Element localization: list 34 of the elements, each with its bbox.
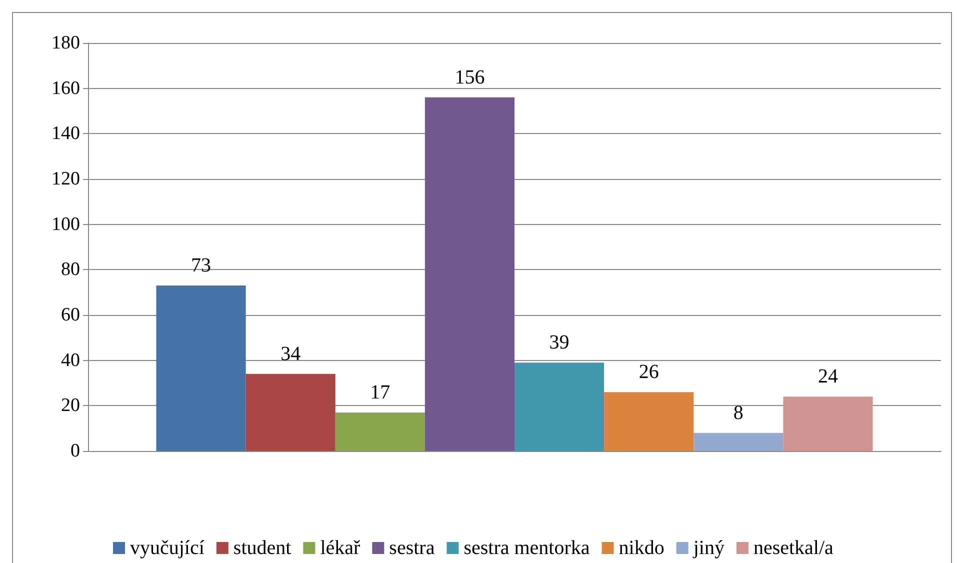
data-label: 73 bbox=[191, 254, 212, 277]
data-label: 24 bbox=[818, 366, 838, 388]
legend-label: student bbox=[233, 537, 292, 559]
y-tick-label: 180 bbox=[52, 32, 80, 54]
y-tick-label: 60 bbox=[61, 304, 80, 326]
bar bbox=[783, 396, 873, 451]
legend-label: jiný bbox=[692, 537, 724, 559]
y-tick-label: 100 bbox=[52, 214, 80, 235]
legend-label: nikdo bbox=[618, 537, 664, 559]
legend-label: sestra mentorka bbox=[464, 537, 590, 559]
y-tick-label: 160 bbox=[52, 78, 80, 99]
bar bbox=[335, 412, 425, 451]
data-label: 156 bbox=[454, 66, 485, 88]
data-label: 8 bbox=[733, 402, 744, 424]
y-tick-label: 80 bbox=[61, 259, 80, 280]
y-tick-label: 0 bbox=[70, 440, 80, 462]
y-tick-label: 40 bbox=[61, 350, 80, 371]
data-label: 34 bbox=[280, 342, 301, 365]
legend-label: lékař bbox=[320, 537, 361, 559]
bar bbox=[694, 432, 784, 451]
bar bbox=[156, 286, 246, 451]
legend-label: vyučující bbox=[130, 537, 205, 559]
bar bbox=[424, 97, 514, 451]
bar bbox=[514, 362, 604, 451]
y-tick-label: 140 bbox=[52, 123, 80, 144]
data-label: 39 bbox=[549, 332, 570, 354]
legend-label: nesetkal/a bbox=[753, 537, 834, 559]
bar bbox=[246, 374, 336, 451]
data-label: 17 bbox=[370, 381, 390, 404]
data-label: 26 bbox=[638, 361, 659, 384]
y-tick-label: 20 bbox=[61, 395, 80, 416]
bar bbox=[604, 392, 694, 451]
legend-label: sestra bbox=[389, 537, 435, 559]
y-tick-label: 120 bbox=[52, 168, 80, 190]
